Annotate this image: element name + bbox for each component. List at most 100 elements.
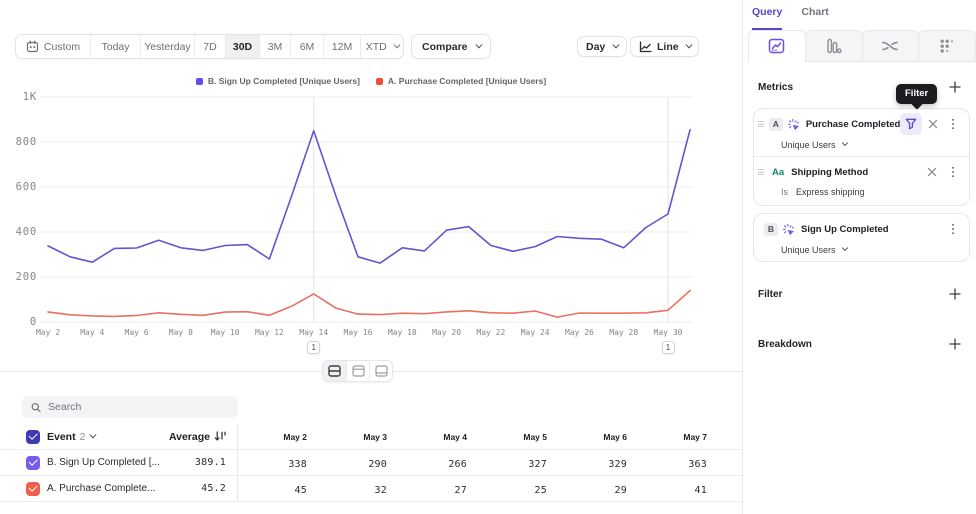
series-line[interactable] <box>47 289 691 318</box>
chevron-down-icon <box>685 41 692 48</box>
x-axis-label: May 26 <box>565 328 594 337</box>
event-row[interactable]: A Purchase Completed <box>754 109 969 139</box>
legend-item[interactable]: B. Sign Up Completed [Unique Users] <box>195 76 360 86</box>
property-condition-row: Is Express shipping <box>754 181 969 205</box>
average-value: 389.1 <box>194 457 226 468</box>
value-cell: 290 <box>368 458 387 470</box>
event-name-cell[interactable]: B. Sign Up Completed [... <box>47 457 160 468</box>
day-column-header[interactable]: May 4 <box>443 431 467 442</box>
date-range-control: Custom Today Yesterday 7D 30D 3M 6M 12M XTD <box>15 34 404 59</box>
compare-button[interactable]: Compare <box>411 34 492 59</box>
measured-as-dropdown[interactable]: Unique Users <box>781 139 848 150</box>
event-spark-icon <box>783 223 796 236</box>
chevron-down-icon <box>393 41 400 48</box>
date-range-xtd[interactable]: XTD <box>361 35 403 58</box>
drag-handle-icon[interactable] <box>758 121 766 127</box>
event-count: 2 <box>79 430 86 443</box>
split-view-button[interactable] <box>323 361 346 381</box>
date-range-30d[interactable]: 30D <box>226 35 260 58</box>
x-axis-label: May 6 <box>125 328 149 337</box>
day-column-header[interactable]: May 5 <box>523 431 547 442</box>
remove-property-button[interactable] <box>921 161 943 183</box>
tab-funnel[interactable] <box>804 30 863 62</box>
event-menu-button[interactable] <box>945 218 961 240</box>
x-axis-label: May 22 <box>476 328 505 337</box>
average-column-header[interactable]: Average <box>168 430 210 443</box>
date-range-7d[interactable]: 7D <box>195 35 226 58</box>
date-range-label: 6M <box>299 40 315 53</box>
chart-type-label: Line <box>657 40 679 53</box>
series-line[interactable] <box>47 128 691 264</box>
add-filter-button[interactable] <box>949 288 961 300</box>
x-axis-label: May 12 <box>255 328 284 337</box>
legend-swatch <box>195 77 203 85</box>
date-range-label: 7D <box>203 40 217 53</box>
day-column-header[interactable]: May 6 <box>603 431 627 442</box>
event-row[interactable]: B Sign Up Completed <box>754 214 969 244</box>
event-name[interactable]: Sign Up Completed <box>801 223 889 235</box>
plus-icon <box>949 288 961 300</box>
sort-icon[interactable] <box>214 431 226 442</box>
property-filter-row[interactable]: Aa Shipping Method <box>754 157 969 187</box>
breakdown-section: Breakdown <box>758 334 961 354</box>
tab-retention[interactable] <box>918 30 976 62</box>
select-all-checkbox[interactable] <box>26 429 40 444</box>
y-axis-label: 0 <box>30 316 37 328</box>
drag-handle-icon[interactable] <box>758 169 766 175</box>
operator-label[interactable]: Is <box>781 187 789 197</box>
y-axis-label: 1K <box>23 91 37 103</box>
event-name[interactable]: Purchase Completed <box>805 118 901 130</box>
line-chart[interactable]: 0 200 400 600 800 1K May 2 May 4 May 6 May 8 May 1… <box>0 90 742 360</box>
event-menu-button[interactable] <box>945 113 961 135</box>
date-range-3m[interactable]: 3M <box>260 35 291 58</box>
y-axis-label: 600 <box>16 181 37 193</box>
chart-type-button[interactable]: Line <box>630 36 700 57</box>
value-cell: 25 <box>534 484 547 496</box>
row-checkbox[interactable] <box>26 455 40 470</box>
chevron-down-icon <box>841 139 848 146</box>
tab-journeys[interactable] <box>861 30 920 62</box>
funnel-filter-icon <box>905 118 917 130</box>
close-icon <box>928 119 937 129</box>
y-axis-label: 400 <box>16 226 37 238</box>
chevron-down-icon[interactable] <box>90 431 97 438</box>
metrics-title: Metrics <box>758 81 794 93</box>
measured-as-dropdown[interactable]: Unique Users <box>781 245 848 255</box>
measured-as-row: Unique Users <box>754 240 969 261</box>
add-breakdown-button[interactable] <box>949 338 961 350</box>
chevron-down-icon <box>475 41 482 48</box>
tab-query[interactable]: Query <box>752 6 783 30</box>
date-range-label: Today <box>101 40 130 53</box>
card-divider <box>754 156 969 157</box>
day-column-header[interactable]: May 2 <box>283 431 307 442</box>
row-checkbox[interactable] <box>26 481 40 496</box>
date-range-today[interactable]: Today <box>91 35 141 58</box>
property-badge: Aa <box>772 166 785 178</box>
event-name-cell[interactable]: A. Purchase Complete... <box>47 483 156 494</box>
operator-value[interactable]: Express shipping <box>796 187 865 197</box>
property-name[interactable]: Shipping Method <box>791 166 869 178</box>
property-menu-button[interactable] <box>945 161 961 183</box>
table-search[interactable] <box>22 396 238 418</box>
search-icon <box>31 402 41 412</box>
table-view-button[interactable] <box>369 361 392 381</box>
date-range-custom[interactable]: Custom <box>16 35 91 58</box>
remove-event-button[interactable] <box>922 113 944 135</box>
add-metric-button[interactable] <box>949 81 961 93</box>
value-cell: 329 <box>608 458 627 470</box>
date-range-yesterday[interactable]: Yesterday <box>141 35 195 58</box>
tab-segmentation[interactable] <box>748 30 806 62</box>
event-filter-button[interactable] <box>900 113 922 135</box>
day-column-header[interactable]: May 7 <box>683 431 707 442</box>
date-range-6m[interactable]: 6M <box>291 35 324 58</box>
tab-chart[interactable]: Chart <box>801 6 829 18</box>
annotation-badge[interactable]: 1 <box>307 341 321 354</box>
day-column-header[interactable]: May 3 <box>363 431 387 442</box>
date-range-12m[interactable]: 12M <box>324 35 361 58</box>
search-input[interactable] <box>48 401 229 413</box>
interval-button[interactable]: Day <box>577 36 627 57</box>
annotation-badge[interactable]: 1 <box>661 341 675 354</box>
legend-item[interactable]: A. Purchase Completed [Unique Users] <box>375 76 546 86</box>
chart-view-button[interactable] <box>346 361 369 381</box>
